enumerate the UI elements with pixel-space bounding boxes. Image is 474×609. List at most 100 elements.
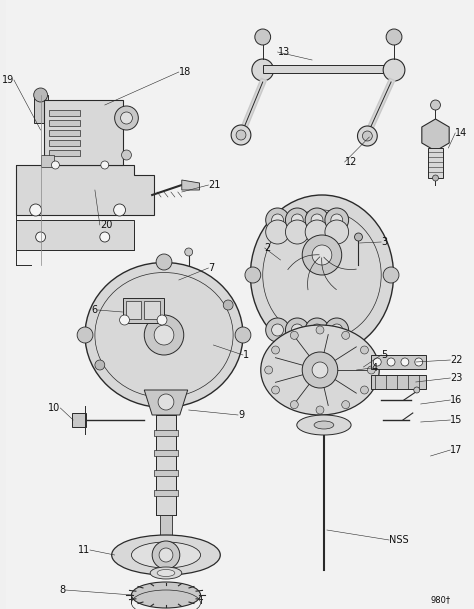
Circle shape — [149, 293, 159, 303]
Text: 11: 11 — [78, 545, 90, 555]
Circle shape — [291, 401, 298, 409]
Circle shape — [264, 366, 273, 374]
Text: 12: 12 — [345, 157, 357, 167]
Circle shape — [95, 360, 105, 370]
Circle shape — [266, 220, 290, 244]
Circle shape — [272, 214, 283, 226]
Bar — [48, 150, 80, 156]
Circle shape — [363, 131, 372, 141]
Text: 2: 2 — [264, 243, 271, 253]
Circle shape — [52, 161, 59, 169]
Polygon shape — [16, 220, 135, 250]
Text: 3: 3 — [381, 237, 387, 247]
Bar — [154, 470, 178, 476]
Bar — [48, 130, 80, 136]
Circle shape — [367, 366, 375, 374]
Polygon shape — [144, 390, 188, 415]
Circle shape — [361, 386, 368, 394]
Circle shape — [316, 406, 324, 414]
Circle shape — [302, 235, 342, 275]
Circle shape — [401, 358, 409, 366]
Text: 980†: 980† — [430, 596, 450, 605]
Circle shape — [383, 59, 405, 81]
Bar — [72, 413, 86, 427]
Circle shape — [154, 325, 174, 345]
Bar — [123, 298, 164, 323]
Circle shape — [285, 220, 309, 244]
Text: 21: 21 — [209, 180, 221, 190]
Circle shape — [121, 150, 131, 160]
Circle shape — [311, 214, 323, 226]
Circle shape — [285, 318, 309, 342]
Text: 5: 5 — [381, 350, 387, 360]
Circle shape — [231, 125, 251, 145]
Ellipse shape — [131, 582, 201, 608]
Ellipse shape — [85, 262, 243, 407]
Circle shape — [223, 300, 233, 310]
Bar — [263, 65, 391, 73]
Circle shape — [291, 331, 298, 339]
Text: 4: 4 — [371, 363, 377, 373]
Bar — [48, 120, 80, 126]
Circle shape — [30, 204, 42, 216]
Circle shape — [331, 214, 343, 226]
Text: 10: 10 — [48, 403, 60, 413]
Bar — [144, 301, 160, 319]
Bar — [154, 490, 178, 496]
Circle shape — [325, 208, 348, 232]
Circle shape — [156, 254, 172, 270]
Ellipse shape — [131, 542, 201, 568]
Circle shape — [272, 346, 280, 354]
Circle shape — [272, 386, 280, 394]
Ellipse shape — [314, 421, 334, 429]
Circle shape — [415, 358, 423, 366]
Text: 14: 14 — [455, 128, 467, 138]
Circle shape — [305, 318, 329, 342]
Circle shape — [342, 401, 350, 409]
Circle shape — [292, 324, 303, 336]
Bar — [371, 355, 426, 369]
Circle shape — [266, 318, 290, 342]
Circle shape — [159, 548, 173, 562]
Bar — [371, 375, 426, 389]
Circle shape — [255, 29, 271, 45]
Bar — [44, 100, 123, 165]
Bar — [160, 515, 172, 545]
Circle shape — [252, 59, 273, 81]
Circle shape — [305, 208, 329, 232]
Circle shape — [285, 208, 309, 232]
Text: 23: 23 — [450, 373, 463, 383]
Bar — [48, 110, 80, 116]
Circle shape — [144, 315, 184, 355]
Ellipse shape — [112, 535, 220, 575]
Text: 20: 20 — [100, 220, 112, 230]
Text: 9: 9 — [238, 410, 244, 420]
Circle shape — [387, 358, 395, 366]
Circle shape — [311, 324, 323, 336]
Text: 1: 1 — [243, 350, 249, 360]
Circle shape — [236, 130, 246, 140]
Text: 16: 16 — [450, 395, 463, 405]
Ellipse shape — [250, 195, 393, 355]
Bar — [139, 245, 376, 609]
Bar — [154, 430, 178, 436]
Bar — [34, 95, 47, 123]
Circle shape — [342, 331, 350, 339]
Bar — [157, 282, 169, 298]
Text: 6: 6 — [92, 305, 98, 315]
Circle shape — [36, 232, 46, 242]
Circle shape — [245, 267, 261, 283]
Bar — [428, 148, 443, 178]
Ellipse shape — [157, 569, 175, 577]
Circle shape — [357, 126, 377, 146]
Circle shape — [312, 245, 332, 265]
Bar — [152, 280, 187, 300]
Circle shape — [120, 112, 132, 124]
Text: NSS: NSS — [389, 535, 409, 545]
Circle shape — [374, 358, 381, 366]
Text: 19: 19 — [2, 75, 14, 85]
Circle shape — [316, 326, 324, 334]
Circle shape — [34, 88, 47, 102]
Bar — [156, 415, 176, 515]
Circle shape — [156, 400, 172, 416]
